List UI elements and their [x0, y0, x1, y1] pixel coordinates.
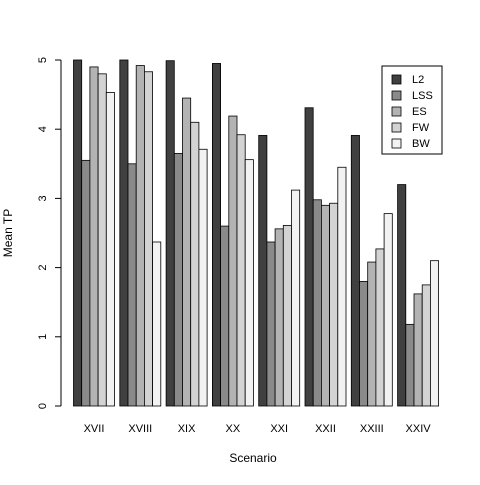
- y-tick-label: 3: [37, 195, 49, 201]
- bar-fw-xxii: [329, 202, 339, 407]
- bar-fw-xvii: [97, 73, 107, 407]
- bar-es-xix: [182, 97, 192, 407]
- bar-l2-xxi: [258, 135, 268, 407]
- bar-lss-xviii: [127, 163, 137, 407]
- bar-es-xvii: [89, 66, 99, 407]
- bar-bw-xix: [198, 148, 208, 407]
- x-tick-label: XXIV: [406, 423, 432, 435]
- y-tick-label: 4: [37, 126, 49, 132]
- legend-swatch-bw: [391, 138, 402, 149]
- x-tick-label: XVII: [84, 423, 105, 435]
- legend-swatch-fw: [391, 122, 402, 133]
- legend-label-bw: BW: [412, 138, 430, 150]
- legend-label-fw: FW: [412, 122, 430, 134]
- bar-es-xx: [228, 115, 238, 407]
- legend-swatch-lss: [391, 90, 402, 101]
- bar-es-xxi: [274, 228, 284, 407]
- x-axis-labels: XVII XVIII XIX XX XXI XXII XXIII XXIV: [84, 423, 432, 435]
- bar-bw-xxii: [337, 166, 347, 407]
- bar-bw-xx: [244, 159, 254, 407]
- bar-bw-xviii: [152, 241, 162, 407]
- legend-swatch-es: [391, 106, 402, 117]
- y-tick-label: 0: [37, 403, 49, 409]
- bar-fw-xxiii: [375, 248, 385, 407]
- bar-bw-xxiii: [383, 213, 393, 407]
- x-tick-label: XXII: [315, 423, 336, 435]
- bar-l2-xix: [165, 60, 175, 407]
- legend-label-es: ES: [412, 106, 427, 118]
- bars-group: [73, 59, 439, 407]
- x-tick-label: XVIII: [128, 423, 152, 435]
- bar-lss-xxii: [312, 199, 322, 407]
- bar-lss-xvii: [81, 159, 91, 407]
- bar-lss-xxiv: [405, 323, 415, 407]
- bar-lss-xix: [173, 153, 183, 407]
- bar-l2-xxiii: [350, 135, 360, 407]
- x-tick-label: XXI: [270, 423, 288, 435]
- bar-fw-xxiv: [421, 284, 431, 407]
- bar-fw-xix: [190, 121, 200, 407]
- bar-bw-xxi: [291, 189, 301, 407]
- bar-l2-xxiv: [397, 184, 407, 407]
- bar-l2-xxii: [304, 107, 314, 407]
- bar-l2-xx: [211, 63, 221, 407]
- bar-es-xxii: [320, 204, 330, 407]
- y-axis: 0 1 2 3 4 5: [37, 57, 62, 409]
- x-axis-title: Scenario: [229, 451, 277, 465]
- x-tick-label: XXIII: [360, 423, 384, 435]
- bar-lss-xxiii: [359, 281, 369, 407]
- y-axis-title: Mean TP: [1, 209, 15, 257]
- bar-es-xxiv: [413, 293, 423, 407]
- x-tick-label: XIX: [178, 423, 196, 435]
- bar-es-xviii: [135, 65, 145, 407]
- bar-bw-xxiv: [429, 260, 439, 407]
- legend-label-lss: LSS: [412, 90, 433, 102]
- bar-l2-xvii: [73, 59, 83, 407]
- bar-es-xxiii: [367, 261, 377, 407]
- y-tick-label: 5: [37, 57, 49, 63]
- y-tick-label: 2: [37, 265, 49, 271]
- legend-label-l2: L2: [412, 74, 424, 86]
- bar-lss-xxi: [266, 241, 276, 407]
- bar-bw-xvii: [105, 92, 115, 407]
- bar-l2-xviii: [119, 59, 129, 407]
- x-tick-label: XX: [226, 423, 241, 435]
- bar-fw-xx: [236, 134, 246, 407]
- bar-lss-xx: [220, 225, 230, 407]
- bar-fw-xxi: [282, 224, 292, 407]
- y-tick-label: 1: [37, 334, 49, 340]
- legend-swatch-l2: [391, 74, 402, 85]
- bar-fw-xviii: [143, 71, 153, 407]
- legend: L2 LSS ES FW BW: [381, 65, 443, 155]
